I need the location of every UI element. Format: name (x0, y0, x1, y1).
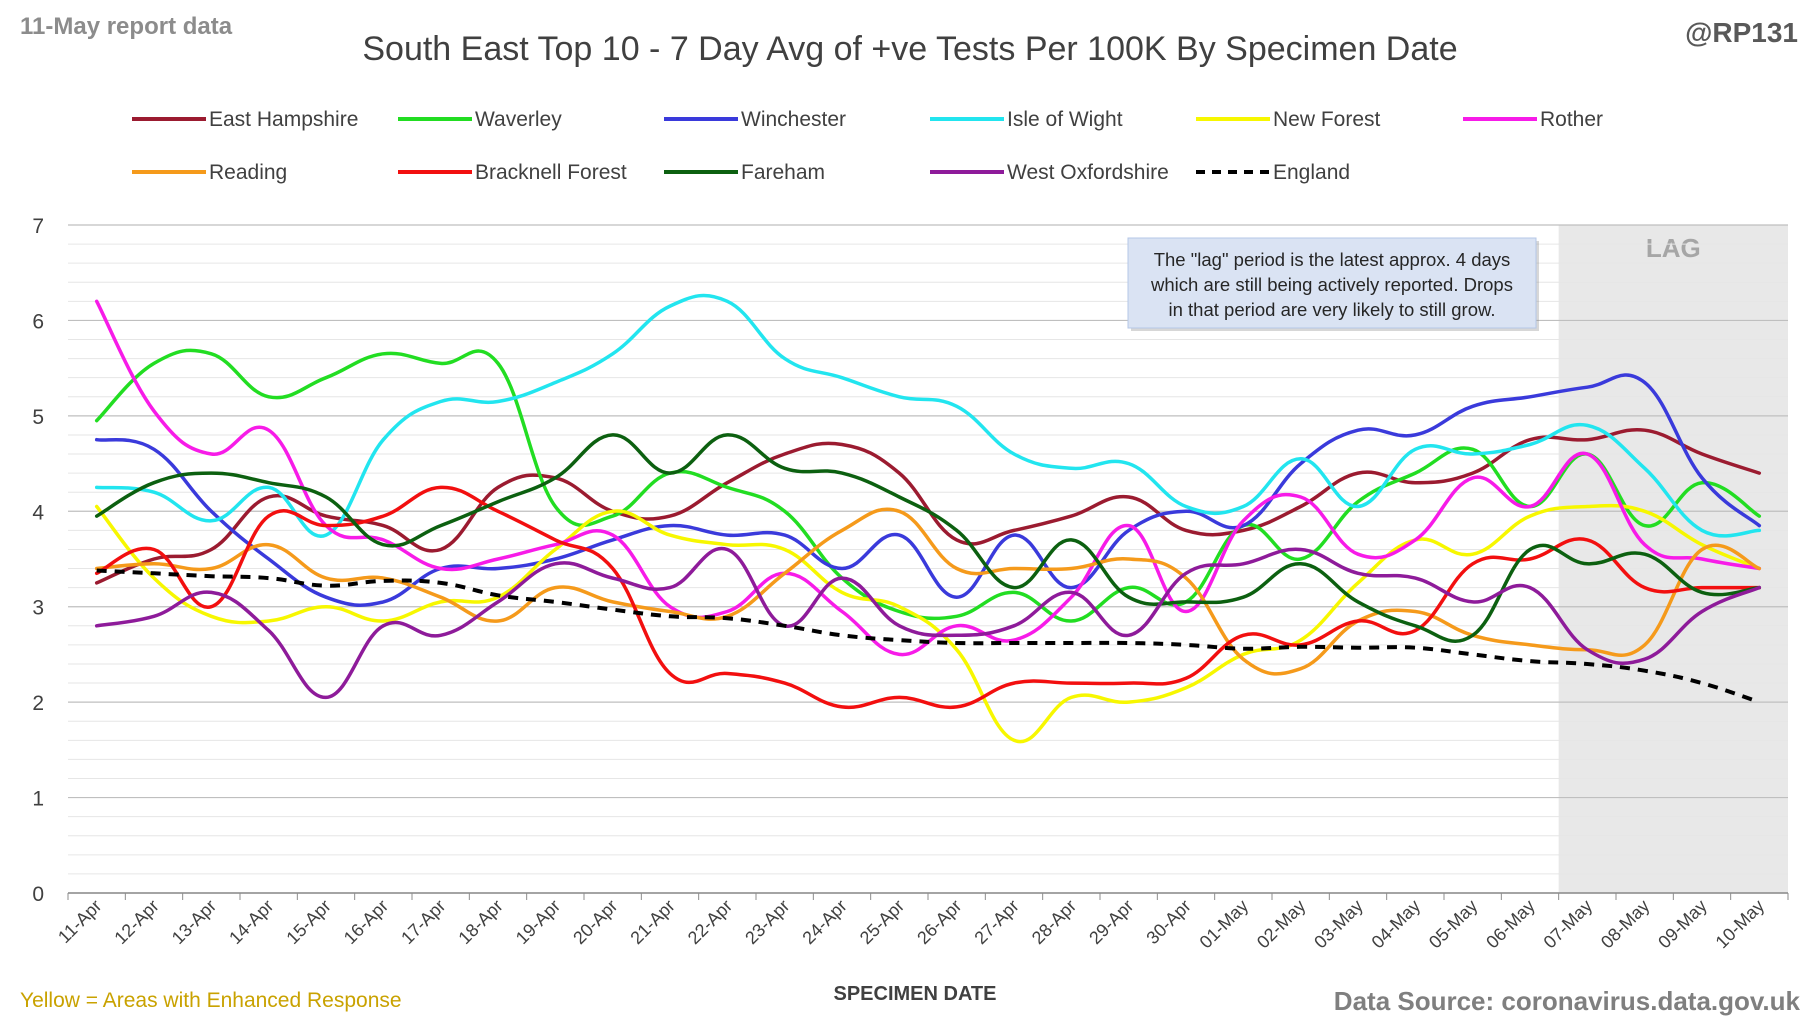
author-handle: @RP131 (1685, 17, 1798, 48)
y-tick-label: 1 (32, 788, 44, 811)
series-line-fareham (94, 433, 1762, 643)
series-lines (94, 293, 1762, 744)
legend-label-bracknell-forest: Bracknell Forest (475, 161, 627, 184)
y-tick-label: 0 (32, 883, 44, 906)
y-tick-label: 7 (32, 215, 44, 238)
lag-note-line-2: which are still being actively reported.… (1150, 274, 1513, 295)
series-line-winchester (94, 373, 1762, 607)
y-tick-label: 6 (32, 310, 44, 333)
lag-label: LAG (1646, 233, 1701, 263)
series-line-isle-of-wight (94, 293, 1762, 538)
series-line-reading (94, 507, 1762, 676)
legend-label-reading: Reading (209, 161, 287, 184)
series-line-west-oxfordshire (94, 546, 1762, 700)
legend-label-east-hampshire: East Hampshire (209, 108, 358, 131)
lag-note-line-1: The "lag" period is the latest approx. 4… (1154, 249, 1511, 270)
series-line-england (96, 568, 1760, 704)
y-tick-label: 2 (32, 692, 44, 715)
chart-title: South East Top 10 - 7 Day Avg of +ve Tes… (362, 30, 1457, 68)
legend-label-waverley: Waverley (475, 108, 562, 131)
series-line-waverley (94, 348, 1762, 623)
legend-label-rother: Rother (1540, 108, 1603, 131)
legend: East Hampshire Waverley Winchester Isle of … (132, 108, 1603, 184)
legend-label-new-forest: New Forest (1273, 108, 1381, 131)
y-tick-label: 3 (32, 597, 44, 620)
legend-label-england: England (1273, 161, 1350, 184)
lag-note-box-fill (1127, 237, 1537, 329)
legend-label-isle-of-wight: Isle of Wight (1007, 108, 1123, 131)
lag-note-line-3: in that period are very likely to still … (1169, 299, 1496, 320)
series-line-rother (94, 299, 1762, 657)
y-tick-label: 4 (32, 501, 44, 524)
data-source-label: Data Source: coronavirus.data.gov.uk (1334, 986, 1801, 1016)
gridlines (68, 224, 1788, 894)
series-line-new-forest (94, 503, 1762, 744)
series-line-east-hampshire (94, 427, 1762, 585)
x-axis-title: SPECIMEN DATE (834, 983, 997, 1005)
legend-label-winchester: Winchester (741, 108, 846, 131)
enhanced-response-note: Yellow = Areas with Enhanced Response (20, 989, 402, 1012)
y-tick-label: 5 (32, 406, 44, 429)
legend-label-west-oxfordshire: West Oxfordshire (1007, 161, 1169, 184)
report-date-label: 11-May report data (20, 13, 233, 40)
lag-note: The "lag" period is the latest approx. 4… (1127, 237, 1539, 331)
legend-label-fareham: Fareham (741, 161, 825, 184)
